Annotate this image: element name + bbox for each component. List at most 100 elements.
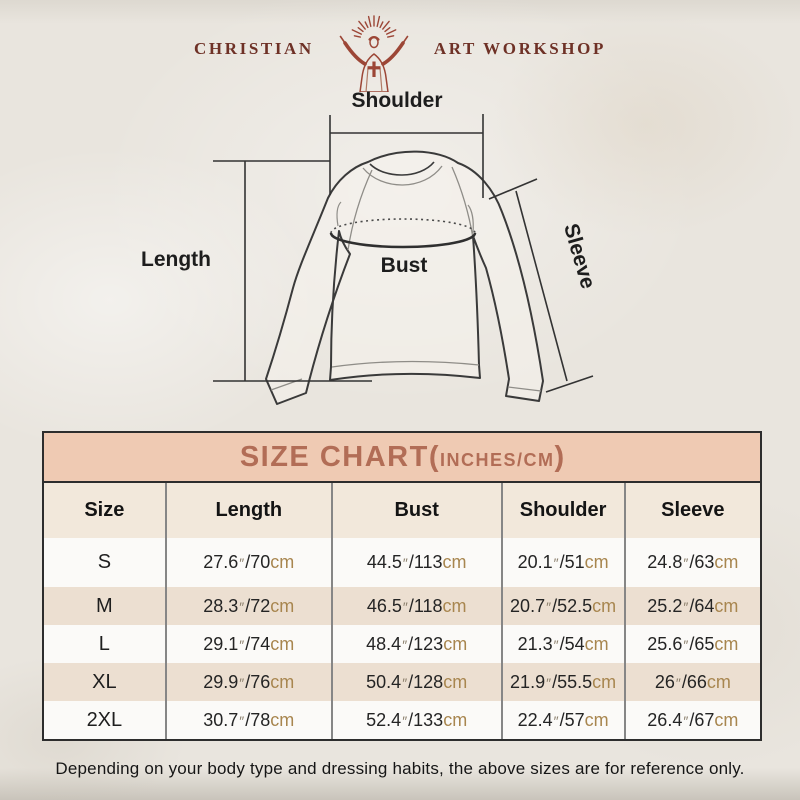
inches-value: 27.6 — [203, 552, 239, 572]
reference-note: Depending on your body type and dressing… — [55, 759, 745, 778]
title-unit: INCHES/CM — [439, 450, 555, 470]
cm-value: /78 — [245, 709, 271, 730]
length-label: Length — [141, 248, 211, 271]
cm-unit: cm — [270, 709, 295, 730]
inch-mark: ″ — [553, 712, 559, 729]
inch-mark: ″ — [402, 712, 408, 729]
cm-unit: cm — [443, 633, 468, 654]
inch-mark: ″ — [546, 674, 552, 691]
cm-unit: cm — [592, 671, 617, 692]
brand-name-right: ART WORKSHOP — [433, 39, 606, 58]
sleeve-cell: 25.2″/64cm — [623, 587, 760, 625]
cm-value: /65 — [689, 633, 715, 654]
inch-mark: ″ — [402, 674, 408, 691]
inch-mark: ″ — [239, 636, 245, 653]
inches-value: 50.4 — [366, 671, 402, 692]
title-close: ) — [554, 441, 565, 473]
figure-body-icon — [339, 35, 409, 92]
inches-value: 48.4 — [366, 633, 402, 654]
length-cell: 28.3″/72cm — [164, 587, 332, 625]
inches-value: 46.5 — [366, 595, 402, 616]
inch-mark: ″ — [683, 598, 689, 615]
inches-value: 25.6 — [647, 633, 683, 654]
shoulder-label: Shoulder — [351, 89, 442, 112]
inches-value: 22.4 — [517, 709, 553, 730]
cm-unit: cm — [270, 671, 295, 692]
cm-unit: cm — [442, 552, 467, 572]
cm-value: /54 — [559, 633, 585, 654]
cm-unit: cm — [270, 595, 295, 616]
sleeve-cell: 25.6″/65cm — [623, 625, 760, 663]
inches-value: 20.1 — [517, 552, 553, 572]
cm-value: /63 — [689, 552, 715, 572]
cm-value: /70 — [245, 552, 271, 572]
shoulder-cell: 20.7″/52.5cm — [500, 587, 625, 625]
sleeve-cell: 24.8″/63cm — [623, 538, 760, 587]
cm-value: /113 — [408, 552, 443, 572]
cm-value: /72 — [245, 595, 271, 616]
table-row: L 29.1″/74cm 48.4″/123cm 21.3″/54cm 25.6″/65… — [44, 625, 760, 663]
column-header-bust: Bust — [330, 483, 502, 538]
cm-unit: cm — [714, 633, 739, 654]
inches-value: 21.3 — [517, 633, 553, 654]
length-cell: 29.9″/76cm — [164, 663, 332, 701]
size-cell: S — [97, 551, 112, 573]
cm-value: /51 — [559, 552, 585, 572]
cm-value: /128 — [408, 671, 444, 692]
cm-value: /74 — [245, 633, 271, 654]
cm-value: /55.5 — [552, 671, 593, 692]
inches-value: 30.7 — [203, 709, 239, 730]
sleeve-cell: 26″/66cm — [623, 663, 760, 701]
cm-unit: cm — [714, 709, 739, 730]
cm-unit: cm — [270, 633, 295, 654]
inch-mark: ″ — [239, 598, 245, 615]
bust-cell: 50.4″/128cm — [330, 663, 502, 701]
sleeve-label: Sleeve — [559, 221, 599, 291]
brand-logo: CHRISTIAN — [0, 6, 800, 92]
inch-mark: ″ — [239, 712, 245, 729]
sun-rays-icon — [351, 15, 397, 38]
cm-unit: cm — [714, 552, 739, 572]
bust-line-solid — [329, 232, 477, 249]
length-cell: 29.1″/74cm — [164, 625, 332, 663]
bust-cell: 46.5″/118cm — [330, 587, 502, 625]
garment-measurement-diagram: Shoulder Length Bust Sleeve — [141, 89, 599, 405]
cm-unit: cm — [714, 595, 739, 616]
inches-value: 28.3 — [203, 595, 239, 616]
bust-label: Bust — [381, 254, 428, 277]
inch-mark: ″ — [683, 555, 689, 571]
bust-cell: 44.5″/113cm — [330, 538, 502, 587]
jesus-figure-icon — [339, 15, 409, 92]
cm-value: /76 — [245, 671, 271, 692]
cm-value: /67 — [689, 709, 715, 730]
cm-unit: cm — [443, 671, 468, 692]
size-chart-title: SIZE CHART( INCHES/CM ) — [44, 433, 760, 483]
inch-mark: ″ — [402, 555, 408, 571]
table-row: S 27.6″/70cm 44.5″/113cm 20.1″/51cm 24.8″/63… — [44, 538, 760, 587]
sweatshirt-outline — [265, 150, 544, 405]
shoulder-cell: 20.1″/51cm — [500, 538, 625, 587]
size-cell: 2XL — [86, 708, 123, 731]
cm-value: /57 — [559, 709, 585, 730]
shoulder-cell: 21.3″/54cm — [500, 625, 625, 663]
table-row: 2XL 30.7″/78cm 52.4″/133cm 22.4″/57cm 26.4″/… — [44, 701, 760, 739]
inch-mark: ″ — [402, 636, 408, 653]
cm-value: /66 — [681, 671, 707, 692]
dimension-lines — [213, 114, 594, 393]
cm-value: /118 — [408, 595, 443, 616]
inches-value: 26.4 — [647, 709, 683, 730]
sweatshirt-sketch — [265, 150, 544, 405]
cm-unit: cm — [584, 633, 609, 654]
cm-unit: cm — [584, 709, 609, 730]
inches-value: 20.7 — [510, 595, 546, 616]
size-chart-table: SIZE CHART( INCHES/CM ) Size Length Bust… — [42, 431, 762, 741]
cross-icon — [367, 61, 381, 77]
cm-unit: cm — [592, 595, 617, 616]
title-main: SIZE CHART( — [239, 441, 440, 473]
cm-value: /133 — [408, 709, 444, 730]
inch-mark: ″ — [675, 674, 681, 691]
shoulder-cell: 22.4″/57cm — [500, 701, 625, 739]
size-cell: M — [96, 594, 113, 617]
inch-mark: ″ — [546, 598, 552, 615]
